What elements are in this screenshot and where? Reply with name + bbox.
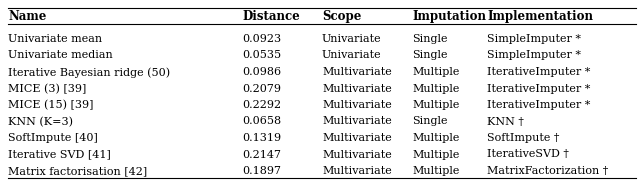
Text: 0.0535: 0.0535 <box>242 51 281 61</box>
Text: Multiple: Multiple <box>412 166 460 176</box>
Text: Matrix factorisation [42]: Matrix factorisation [42] <box>8 166 147 176</box>
Text: Single: Single <box>412 34 447 44</box>
Text: 0.2079: 0.2079 <box>242 83 281 94</box>
Text: Multivariate: Multivariate <box>322 100 392 110</box>
Text: 0.0923: 0.0923 <box>242 34 281 44</box>
Text: Name: Name <box>8 10 46 23</box>
Text: SoftImpute †: SoftImpute † <box>487 133 559 143</box>
Text: Univariate: Univariate <box>322 51 381 61</box>
Text: Imputation: Imputation <box>412 10 486 23</box>
Text: KNN (K=3): KNN (K=3) <box>8 117 73 127</box>
Text: Multiple: Multiple <box>412 67 460 77</box>
Text: IterativeImputer *: IterativeImputer * <box>487 67 590 77</box>
Text: 0.1319: 0.1319 <box>242 133 281 143</box>
Text: Multivariate: Multivariate <box>322 67 392 77</box>
Text: 0.2292: 0.2292 <box>242 100 281 110</box>
Text: Scope: Scope <box>322 10 362 23</box>
Text: MICE (15) [39]: MICE (15) [39] <box>8 100 93 110</box>
Text: Univariate mean: Univariate mean <box>8 34 102 44</box>
Text: 0.1897: 0.1897 <box>242 166 281 176</box>
Text: Multivariate: Multivariate <box>322 133 392 143</box>
Text: 0.0658: 0.0658 <box>242 117 281 126</box>
Text: Multiple: Multiple <box>412 133 460 143</box>
Text: Multiple: Multiple <box>412 150 460 160</box>
Text: Multivariate: Multivariate <box>322 166 392 176</box>
Text: MICE (3) [39]: MICE (3) [39] <box>8 83 86 94</box>
Text: Multivariate: Multivariate <box>322 150 392 160</box>
Text: 0.2147: 0.2147 <box>242 150 281 160</box>
Text: IterativeImputer *: IterativeImputer * <box>487 100 590 110</box>
Text: MatrixFactorization †: MatrixFactorization † <box>487 166 608 176</box>
Text: Multivariate: Multivariate <box>322 83 392 94</box>
Text: IterativeSVD †: IterativeSVD † <box>487 150 569 160</box>
Text: Single: Single <box>412 117 447 126</box>
Text: Single: Single <box>412 51 447 61</box>
Text: SimpleImputer *: SimpleImputer * <box>487 34 581 44</box>
Text: 0.0986: 0.0986 <box>242 67 281 77</box>
Text: Iterative Bayesian ridge (50): Iterative Bayesian ridge (50) <box>8 67 170 78</box>
Text: SoftImpute [40]: SoftImpute [40] <box>8 133 98 143</box>
Text: Distance: Distance <box>242 10 300 23</box>
Text: Multiple: Multiple <box>412 100 460 110</box>
Text: KNN †: KNN † <box>487 117 524 126</box>
Text: Univariate: Univariate <box>322 34 381 44</box>
Text: Multiple: Multiple <box>412 83 460 94</box>
Text: Implementation: Implementation <box>487 10 593 23</box>
Text: Multivariate: Multivariate <box>322 117 392 126</box>
Text: IterativeImputer *: IterativeImputer * <box>487 83 590 94</box>
Text: Univariate median: Univariate median <box>8 51 113 61</box>
Text: SimpleImputer *: SimpleImputer * <box>487 51 581 61</box>
Text: Iterative SVD [41]: Iterative SVD [41] <box>8 150 111 160</box>
